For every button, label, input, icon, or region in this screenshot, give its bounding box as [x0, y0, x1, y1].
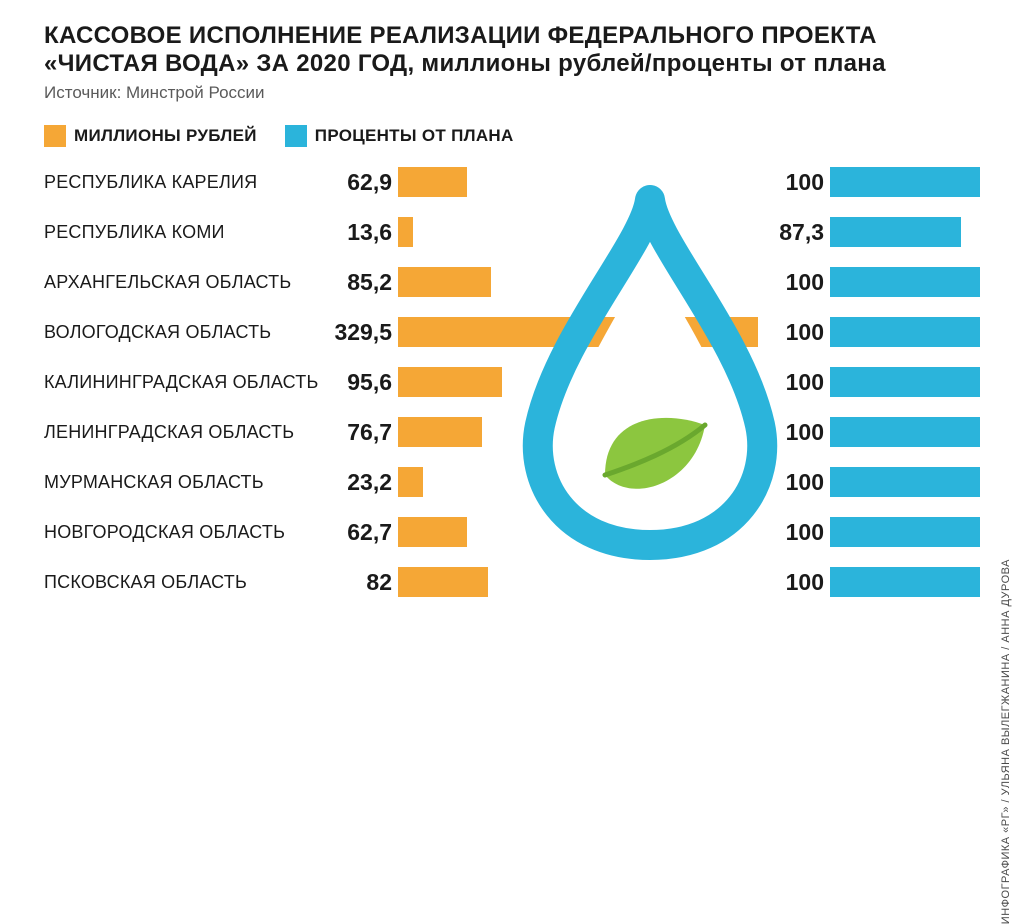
percent-value: 100 — [770, 319, 830, 346]
infographic-container: КАССОВОЕ ИСПОЛНЕНИЕ РЕАЛИЗАЦИИ ФЕДЕРАЛЬН… — [0, 0, 1024, 679]
percent-bar — [830, 467, 980, 497]
percent-bar-wrap — [830, 417, 980, 447]
millions-value: 85,2 — [324, 269, 398, 296]
title-subtitle: миллионы рублей/проценты от плана — [421, 50, 885, 77]
millions-bar — [398, 317, 758, 347]
legend-item-percent: ПРОЦЕНТЫ ОТ ПЛАНА — [285, 125, 514, 147]
chart-row: ПСКОВСКАЯ ОБЛАСТЬ82 100 — [44, 557, 980, 607]
millions-bar — [398, 167, 467, 197]
region-label: ПСКОВСКАЯ ОБЛАСТЬ — [44, 572, 324, 593]
millions-bar — [398, 567, 488, 597]
millions-value: 23,2 — [324, 469, 398, 496]
millions-value: 329,5 — [324, 319, 398, 346]
millions-bar-wrap — [398, 167, 758, 197]
title-line1: КАССОВОЕ ИСПОЛНЕНИЕ РЕАЛИЗАЦИИ ФЕДЕРАЛЬН… — [44, 22, 877, 49]
percent-bar-wrap — [830, 367, 980, 397]
millions-bar — [398, 367, 502, 397]
millions-bar-wrap — [398, 217, 758, 247]
legend-item-millions: МИЛЛИОНЫ РУБЛЕЙ — [44, 125, 257, 147]
percent-value: 87,3 — [770, 219, 830, 246]
millions-value: 13,6 — [324, 219, 398, 246]
chart-area: РЕСПУБЛИКА КАРЕЛИЯ62,9 100 РЕСПУБЛИКА КОМИ… — [44, 157, 980, 607]
legend-label-right: ПРОЦЕНТЫ ОТ ПЛАНА — [315, 126, 514, 146]
chart-row: РЕСПУБЛИКА КАРЕЛИЯ62,9 100 — [44, 157, 980, 207]
percent-value: 100 — [770, 469, 830, 496]
region-label: КАЛИНИНГРАДСКАЯ ОБЛАСТЬ — [44, 372, 324, 393]
millions-bar-wrap — [398, 567, 758, 597]
source-text: Источник: Минстрой России — [44, 83, 980, 103]
percent-bar — [830, 517, 980, 547]
percent-bar — [830, 567, 980, 597]
millions-bar-wrap — [398, 467, 758, 497]
millions-value: 82 — [324, 569, 398, 596]
millions-value: 62,9 — [324, 169, 398, 196]
region-label: ЛЕНИНГРАДСКАЯ ОБЛАСТЬ — [44, 422, 324, 443]
legend-label-left: МИЛЛИОНЫ РУБЛЕЙ — [74, 126, 257, 146]
percent-bar-wrap — [830, 267, 980, 297]
percent-value: 100 — [770, 419, 830, 446]
percent-value: 100 — [770, 569, 830, 596]
millions-bar-wrap — [398, 517, 758, 547]
percent-value: 100 — [770, 519, 830, 546]
region-label: АРХАНГЕЛЬСКАЯ ОБЛАСТЬ — [44, 272, 324, 293]
region-label: МУРМАНСКАЯ ОБЛАСТЬ — [44, 472, 324, 493]
millions-bar — [398, 467, 423, 497]
legend-swatch-blue — [285, 125, 307, 147]
percent-bar — [830, 317, 980, 347]
millions-bar — [398, 517, 467, 547]
legend: МИЛЛИОНЫ РУБЛЕЙ ПРОЦЕНТЫ ОТ ПЛАНА — [44, 125, 980, 147]
chart-row: РЕСПУБЛИКА КОМИ13,6 87,3 — [44, 207, 980, 257]
page-title: КАССОВОЕ ИСПОЛНЕНИЕ РЕАЛИЗАЦИИ ФЕДЕРАЛЬН… — [44, 22, 980, 77]
chart-row: ЛЕНИНГРАДСКАЯ ОБЛАСТЬ76,7 100 — [44, 407, 980, 457]
legend-swatch-orange — [44, 125, 66, 147]
millions-bar-wrap — [398, 267, 758, 297]
percent-bar-wrap — [830, 317, 980, 347]
percent-bar — [830, 367, 980, 397]
chart-row: КАЛИНИНГРАДСКАЯ ОБЛАСТЬ95,6 100 — [44, 357, 980, 407]
region-label: РЕСПУБЛИКА КОМИ — [44, 222, 324, 243]
title-line2: «ЧИСТАЯ ВОДА» ЗА 2020 ГОД, — [44, 50, 421, 77]
percent-bar-wrap — [830, 217, 980, 247]
region-label: ВОЛОГОДСКАЯ ОБЛАСТЬ — [44, 322, 324, 343]
millions-value: 76,7 — [324, 419, 398, 446]
chart-row: НОВГОРОДСКАЯ ОБЛАСТЬ62,7 100 — [44, 507, 980, 557]
percent-value: 100 — [770, 369, 830, 396]
percent-bar-wrap — [830, 167, 980, 197]
millions-bar — [398, 217, 413, 247]
millions-bar — [398, 417, 482, 447]
millions-value: 62,7 — [324, 519, 398, 546]
percent-bar — [830, 167, 980, 197]
percent-bar-wrap — [830, 467, 980, 497]
chart-row: МУРМАНСКАЯ ОБЛАСТЬ23,2 100 — [44, 457, 980, 507]
millions-bar-wrap — [398, 417, 758, 447]
percent-bar — [830, 267, 980, 297]
credit-text: ИНФОГРАФИКА «РГ» / УЛЬЯНА ВЫЛЕГЖАНИНА / … — [1000, 559, 1012, 924]
percent-value: 100 — [770, 169, 830, 196]
percent-bar-wrap — [830, 567, 980, 597]
percent-bar — [830, 417, 980, 447]
percent-bar-wrap — [830, 517, 980, 547]
millions-bar-wrap — [398, 367, 758, 397]
millions-bar — [398, 267, 491, 297]
chart-row: АРХАНГЕЛЬСКАЯ ОБЛАСТЬ85,2 100 — [44, 257, 980, 307]
percent-value: 100 — [770, 269, 830, 296]
millions-value: 95,6 — [324, 369, 398, 396]
percent-bar — [830, 217, 961, 247]
chart-row: ВОЛОГОДСКАЯ ОБЛАСТЬ329,5 100 — [44, 307, 980, 357]
region-label: НОВГОРОДСКАЯ ОБЛАСТЬ — [44, 522, 324, 543]
millions-bar-wrap — [398, 317, 758, 347]
region-label: РЕСПУБЛИКА КАРЕЛИЯ — [44, 172, 324, 193]
